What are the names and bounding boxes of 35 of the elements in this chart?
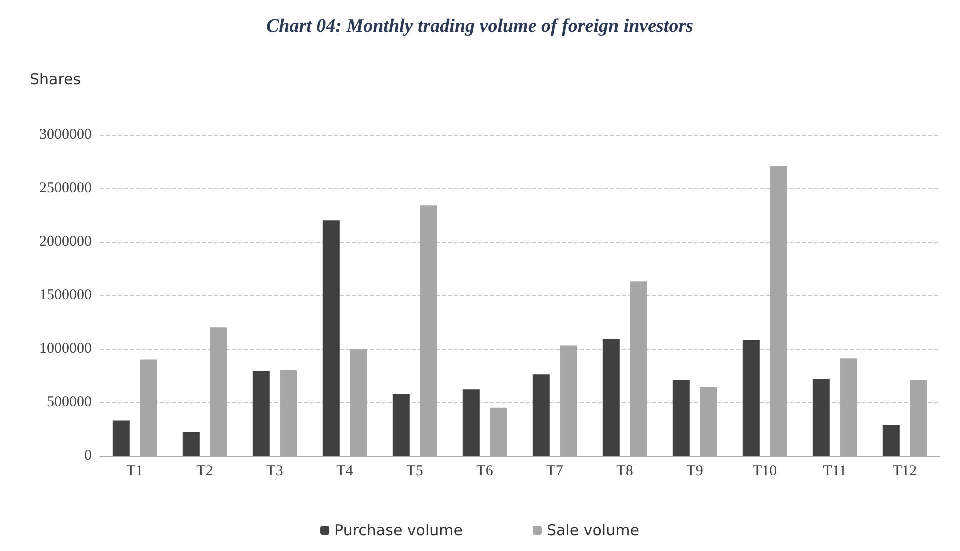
x-tick-label: T8 bbox=[616, 464, 634, 480]
bar bbox=[882, 424, 900, 456]
x-tick-label: T10 bbox=[752, 464, 778, 480]
bar bbox=[742, 340, 760, 456]
y-tick-label: 1000000 bbox=[40, 341, 92, 357]
y-tick-label: 500000 bbox=[47, 394, 92, 410]
y-tick-label: 0 bbox=[84, 448, 92, 464]
legend-label: Sale volume bbox=[547, 522, 640, 540]
x-tick-label: T6 bbox=[476, 464, 494, 480]
bar bbox=[322, 220, 340, 456]
x-tick-label: T9 bbox=[686, 464, 704, 480]
x-tick-label: T2 bbox=[196, 464, 214, 480]
x-tick-label: T12 bbox=[892, 464, 918, 480]
x-tick-label: T7 bbox=[546, 464, 564, 480]
x-tick-label: T3 bbox=[266, 464, 284, 480]
y-tick-label: 2500000 bbox=[40, 180, 92, 196]
chart-title: Chart 04: Monthly trading volume of foreign investors bbox=[266, 16, 694, 37]
bar bbox=[462, 390, 480, 456]
bar bbox=[112, 420, 130, 456]
y-axis-title: Shares bbox=[30, 70, 82, 88]
x-tick-label: T11 bbox=[823, 464, 847, 480]
y-tick-label: 2000000 bbox=[40, 234, 92, 250]
bar bbox=[602, 339, 620, 456]
bar bbox=[532, 374, 550, 456]
bar bbox=[182, 432, 200, 456]
bar bbox=[812, 378, 830, 456]
bar bbox=[252, 371, 270, 456]
y-tick-label: 1500000 bbox=[40, 288, 92, 304]
legend-label: Purchase volume bbox=[334, 522, 464, 540]
x-tick-label: T5 bbox=[406, 464, 424, 480]
y-tick-label: 3000000 bbox=[40, 127, 92, 143]
x-tick-label: T1 bbox=[126, 464, 144, 480]
bar bbox=[392, 394, 410, 456]
x-tick-label: T4 bbox=[336, 464, 354, 480]
bar bbox=[672, 380, 690, 456]
